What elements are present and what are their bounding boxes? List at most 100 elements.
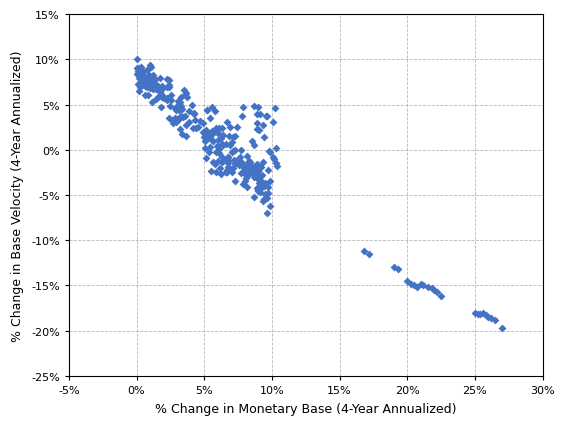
Point <box>228 149 237 155</box>
Point <box>175 99 184 106</box>
Point <box>142 67 151 74</box>
Point <box>201 132 211 138</box>
Point <box>229 135 238 141</box>
Point <box>389 265 398 271</box>
Point <box>144 75 153 81</box>
Point <box>242 153 251 160</box>
Point <box>182 122 191 129</box>
Point <box>261 113 271 120</box>
Point <box>402 278 411 285</box>
Point <box>407 281 416 288</box>
Point <box>223 154 232 161</box>
Point <box>265 178 275 185</box>
Point <box>199 130 208 137</box>
Point <box>228 165 237 172</box>
Point <box>365 251 374 258</box>
Point <box>252 161 261 168</box>
Point <box>198 120 207 127</box>
X-axis label: % Change in Monetary Base (4-Year Annualized): % Change in Monetary Base (4-Year Annual… <box>155 402 456 415</box>
Point <box>208 138 217 144</box>
Point <box>165 84 174 91</box>
Point <box>211 169 220 176</box>
Point <box>203 107 212 114</box>
Point <box>207 131 216 138</box>
Point <box>237 147 246 154</box>
Point <box>225 143 234 150</box>
Point <box>223 157 232 164</box>
Point <box>171 106 180 112</box>
Point <box>190 111 199 118</box>
Point <box>170 106 179 112</box>
Point <box>242 175 251 182</box>
Point <box>140 73 149 80</box>
Point <box>148 72 157 79</box>
Point <box>194 124 203 131</box>
Point <box>141 92 150 99</box>
Point <box>201 127 210 134</box>
Point <box>262 113 271 120</box>
Point <box>249 168 258 175</box>
Point <box>259 184 268 190</box>
Point <box>423 284 432 291</box>
Point <box>147 84 156 91</box>
Point <box>191 125 200 132</box>
Point <box>205 144 215 151</box>
Point <box>223 167 232 174</box>
Point <box>140 84 149 91</box>
Point <box>258 172 267 178</box>
Point <box>237 160 246 167</box>
Point <box>257 186 266 193</box>
Point <box>265 150 275 156</box>
Point <box>155 76 164 83</box>
Point <box>235 154 244 161</box>
Point <box>255 127 264 134</box>
Point <box>229 149 238 155</box>
Point <box>204 135 213 142</box>
Point <box>250 174 259 181</box>
Point <box>498 325 507 331</box>
Point <box>263 190 272 197</box>
Point <box>436 293 445 300</box>
Point <box>257 164 266 170</box>
Point <box>393 266 402 273</box>
Point <box>169 121 178 127</box>
Point <box>185 119 194 126</box>
Point <box>222 119 231 126</box>
Point <box>151 76 160 83</box>
Point <box>133 65 142 72</box>
Point <box>264 184 273 191</box>
Point <box>221 169 230 176</box>
Point <box>271 105 280 112</box>
Point <box>252 126 261 132</box>
Point <box>231 158 241 164</box>
Point <box>181 133 190 140</box>
Point <box>259 199 268 205</box>
Point <box>145 62 155 69</box>
Point <box>231 160 240 167</box>
Point <box>253 188 262 195</box>
Point <box>249 194 258 201</box>
Point <box>179 88 188 95</box>
Point <box>255 175 264 182</box>
Point <box>254 104 263 111</box>
Point <box>166 92 175 99</box>
Point <box>147 78 156 85</box>
Point <box>227 169 236 176</box>
Point <box>244 172 253 178</box>
Point <box>144 66 153 73</box>
Point <box>142 78 151 85</box>
Point <box>228 139 237 146</box>
Point <box>481 312 490 319</box>
Point <box>209 138 218 145</box>
Point <box>222 169 231 176</box>
Point <box>199 129 208 135</box>
Point <box>161 95 170 102</box>
Point <box>190 118 199 124</box>
Point <box>221 141 230 148</box>
Point <box>224 158 233 165</box>
Point <box>248 139 257 146</box>
Point <box>136 64 145 71</box>
Point <box>241 178 250 185</box>
Point <box>167 117 176 124</box>
Point <box>164 115 173 122</box>
